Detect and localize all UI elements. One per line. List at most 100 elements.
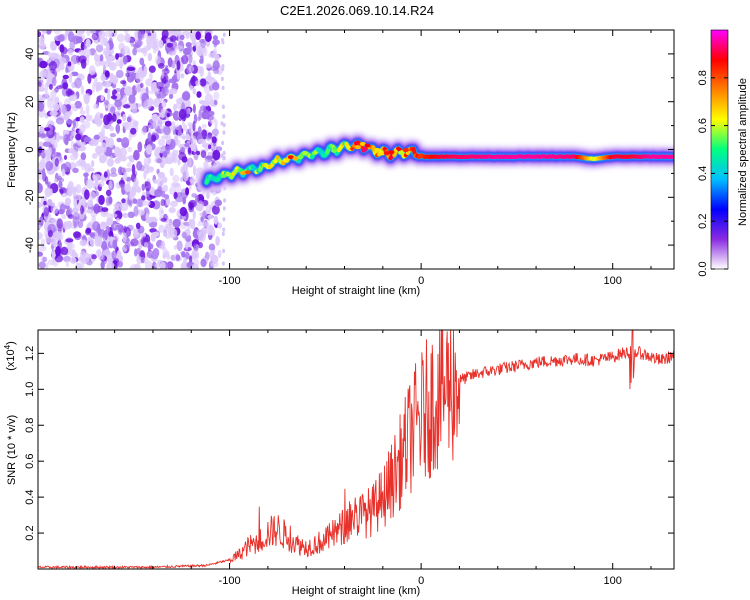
noise-blob xyxy=(169,186,176,195)
noise-blob xyxy=(119,59,123,70)
noise-blob xyxy=(200,150,207,159)
noise-blob xyxy=(115,124,120,132)
noise-blob xyxy=(133,43,140,49)
noise-blob xyxy=(151,31,157,40)
ridge-spot xyxy=(240,170,246,175)
noise-blob xyxy=(135,75,144,84)
noise-blob xyxy=(124,184,131,193)
noise-blob xyxy=(172,174,180,183)
noise-blob xyxy=(166,112,170,118)
noise-blob xyxy=(132,47,138,56)
noise-blob xyxy=(78,55,87,64)
noise-blob xyxy=(179,206,188,217)
noise-blob xyxy=(173,30,182,37)
noise-blob xyxy=(70,71,79,77)
noise-blob xyxy=(189,143,196,152)
ridge-spot xyxy=(402,148,409,153)
noise-blob xyxy=(38,87,46,92)
noise-blob xyxy=(102,81,111,88)
noise-blob xyxy=(69,135,73,141)
noise-blob xyxy=(89,237,94,246)
snr-y-axis-label: SNR (10 * v/v) xyxy=(6,415,18,485)
noise-blob xyxy=(106,158,115,167)
noise-blob xyxy=(192,103,196,114)
noise-blob xyxy=(87,73,92,84)
noise-blob xyxy=(67,214,74,220)
noise-blob xyxy=(179,215,183,220)
noise-blob xyxy=(193,113,198,124)
noise-blob xyxy=(65,260,70,268)
noise-blob xyxy=(172,218,181,228)
noise-blob xyxy=(188,157,192,169)
noise-blob xyxy=(108,180,113,190)
noise-blob xyxy=(101,240,108,251)
noise-blob xyxy=(109,126,114,132)
noise-blob xyxy=(192,120,196,132)
noise-blob xyxy=(44,187,52,198)
noise-blob xyxy=(199,78,207,87)
colorbar-gradient xyxy=(711,30,728,269)
noise-blob xyxy=(122,94,128,104)
spectrogram-axes: -100 0 100 -40 -20 0 20 40 xyxy=(24,29,674,287)
noise-blob xyxy=(114,210,123,220)
noise-blob xyxy=(135,222,141,229)
noise-blob xyxy=(208,115,216,124)
noise-blob xyxy=(45,161,54,171)
noise-blob xyxy=(132,198,138,204)
noise-blob xyxy=(196,150,201,156)
noise-blob xyxy=(48,202,56,207)
noise-blob xyxy=(62,82,69,90)
noise-blob xyxy=(64,112,69,122)
noise-blob xyxy=(150,40,158,50)
noise-blob xyxy=(204,32,212,43)
noise-blob xyxy=(71,131,76,137)
noise-blob xyxy=(87,199,93,208)
noise-blob xyxy=(52,140,58,149)
noise-blob xyxy=(162,184,168,192)
noise-blob xyxy=(104,70,110,78)
noise-blob xyxy=(128,94,136,104)
noise-blob xyxy=(145,144,153,155)
noise-blob xyxy=(110,106,116,114)
noise-blob xyxy=(122,232,127,243)
y-tick-label: 1.0 xyxy=(24,382,36,397)
noise-blob xyxy=(182,170,189,182)
noise-blob xyxy=(80,152,87,161)
noise-blob xyxy=(190,180,195,186)
noise-blob xyxy=(54,178,58,183)
noise-blob xyxy=(113,203,121,208)
noise-blob xyxy=(188,65,195,72)
noise-blob xyxy=(222,122,226,128)
noise-blob xyxy=(93,134,100,140)
noise-blob xyxy=(82,252,90,263)
noise-blob xyxy=(109,133,116,138)
noise-blob xyxy=(157,171,165,179)
noise-blob xyxy=(116,261,123,268)
noise-blob xyxy=(193,165,197,177)
colorbar-tick-label: 0.0 xyxy=(697,261,709,276)
ridge-spot xyxy=(383,151,390,156)
noise-blob xyxy=(46,96,55,102)
noise-blob xyxy=(222,130,226,135)
noise-blob xyxy=(157,148,165,153)
noise-blob xyxy=(211,261,219,268)
y-tick-label: 0.2 xyxy=(24,525,36,540)
noise-blob xyxy=(38,245,47,252)
noise-blob xyxy=(98,180,105,188)
ridge-spot xyxy=(374,147,381,152)
noise-blob xyxy=(153,179,158,184)
noise-blob xyxy=(143,241,149,248)
noise-blob xyxy=(85,38,91,48)
noise-blob xyxy=(151,134,157,142)
noise-blob xyxy=(68,76,73,84)
noise-blob xyxy=(74,77,82,89)
snr-multiplier-label: (x104) xyxy=(3,341,17,371)
noise-blob xyxy=(183,163,189,170)
noise-blob xyxy=(82,48,92,58)
noise-blob xyxy=(66,119,74,125)
noise-blob xyxy=(182,124,188,132)
noise-blob xyxy=(133,205,139,217)
noise-blob xyxy=(147,52,153,62)
noise-blob xyxy=(69,103,76,109)
noise-blob xyxy=(197,220,203,227)
